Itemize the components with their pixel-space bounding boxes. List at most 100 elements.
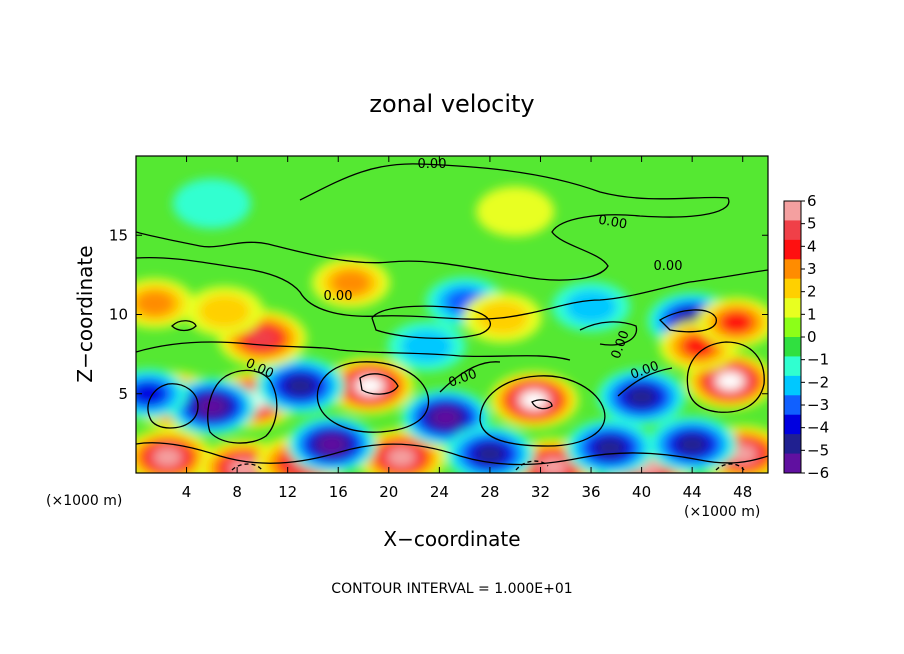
field-contour-band (717, 372, 743, 390)
x-axis-label: X−coordinate (383, 527, 520, 551)
colorbar-tick-label: 2 (807, 283, 817, 301)
y-tick-label: 15 (109, 226, 128, 244)
contour-line (147, 383, 199, 429)
field-contour-band (387, 447, 416, 467)
field-contour-band (284, 375, 316, 397)
field-feature (597, 368, 687, 426)
field-contour-band (626, 386, 658, 408)
contour-line (658, 309, 717, 333)
colorbar-swatch (784, 337, 801, 357)
field-contour-band (676, 434, 708, 455)
contour-line (439, 361, 501, 393)
field-contour-band (331, 269, 371, 296)
field-feature (565, 419, 655, 473)
field-feature (387, 321, 466, 372)
x-axis: 4 8 12 16 20 24 28 32 36 40 44 48 (182, 156, 752, 501)
contour-line (359, 373, 399, 395)
field-contour-band (153, 447, 182, 467)
x-tick-label: 16 (329, 483, 348, 501)
y-axis: 5 10 15 (109, 226, 768, 403)
field-contour-band (172, 178, 251, 229)
colorbar-swatch (784, 414, 801, 435)
colorbar: 6 5 4 3 2 1 0 −1 −2 −3 −4 −5 −6 (783, 192, 829, 482)
colorbar-swatch (784, 201, 801, 221)
x-tick-label: 4 (182, 483, 192, 501)
colorbar-tick-label: 4 (807, 237, 817, 255)
colorbar-swatch (784, 356, 801, 377)
field-contour-band (474, 443, 506, 465)
field-feature (255, 357, 345, 415)
contour-line (207, 369, 278, 444)
contour-line (479, 375, 606, 447)
colorbar-tick-label: 6 (807, 192, 817, 210)
contour-line (617, 367, 673, 397)
contour-line (136, 442, 768, 466)
colorbar-tick-label: −5 (807, 441, 829, 459)
x-unit-right: (×1000 m) (684, 504, 760, 520)
contour-line (531, 399, 553, 410)
x-tick-label: 36 (581, 483, 600, 501)
colorbar-tick-label: 0 (807, 328, 817, 346)
x-tick-label: 32 (531, 483, 550, 501)
field-contour-band (246, 327, 278, 349)
colorbar-swatch (784, 239, 801, 260)
colorbar-swatch (784, 278, 801, 299)
x-tick-label: 40 (632, 483, 651, 501)
colorbar-tick-label: 5 (807, 215, 817, 233)
contour-line (136, 163, 730, 281)
field-feature (172, 178, 251, 229)
x-tick-label: 12 (278, 483, 297, 501)
contour-line (686, 341, 765, 413)
x-unit-left: (×1000 m) (46, 493, 122, 509)
x-tick-label: 28 (480, 483, 499, 501)
x-tick-label: 44 (683, 483, 702, 501)
field-feature (697, 297, 768, 348)
field-feature (489, 371, 579, 429)
contour-label: 0.00 (654, 259, 683, 274)
colorbar-tick-label: 1 (807, 305, 817, 323)
contour-line (316, 361, 430, 433)
colorbar-swatch (784, 298, 801, 319)
x-tick-label: 8 (232, 483, 242, 501)
contour-line (231, 463, 263, 471)
field-feature (551, 281, 631, 332)
contour-line (579, 321, 638, 346)
colorbar-swatch (784, 317, 801, 338)
field-feature (311, 257, 390, 308)
field-feature (476, 186, 555, 237)
field-contour-band (357, 377, 383, 395)
field-contour-band (198, 294, 251, 328)
x-tick-label: 24 (430, 483, 449, 501)
contour-line (171, 320, 197, 332)
field-feature (647, 415, 737, 473)
colorbar-swatch (784, 434, 801, 455)
colorbar-tick-label: −2 (807, 373, 829, 391)
colorbar-swatch (784, 395, 801, 416)
colorbar-tick-label: −3 (807, 396, 829, 414)
field-contour-band (136, 290, 175, 317)
field-feature (136, 278, 195, 329)
colorbar-swatch (784, 375, 801, 396)
colorbar-tick-label: −6 (807, 464, 829, 482)
field-feature (445, 425, 535, 473)
contour-interval-note: CONTOUR INTERVAL = 1.000E+01 (331, 581, 572, 597)
contour-line (371, 305, 492, 340)
field-contour-band (431, 408, 460, 427)
velocity-field (136, 178, 768, 473)
colorbar-tick-label: −4 (807, 419, 829, 437)
contour-line (136, 341, 571, 361)
field-contour-band (318, 435, 346, 454)
x-tick-label: 48 (733, 483, 752, 501)
colorbar-tick-label: −1 (807, 351, 829, 369)
contour-label: 0.00 (324, 289, 353, 304)
field-contour-band (565, 289, 617, 324)
contour-label: 0.00 (418, 157, 447, 172)
x-tick-label: 20 (379, 483, 398, 501)
field-feature (167, 377, 257, 435)
contour-label: 0.00 (597, 213, 628, 233)
field-feature (325, 357, 415, 415)
field-contour-band (401, 329, 453, 363)
contour-line (515, 460, 549, 471)
y-tick-label: 10 (109, 306, 128, 324)
